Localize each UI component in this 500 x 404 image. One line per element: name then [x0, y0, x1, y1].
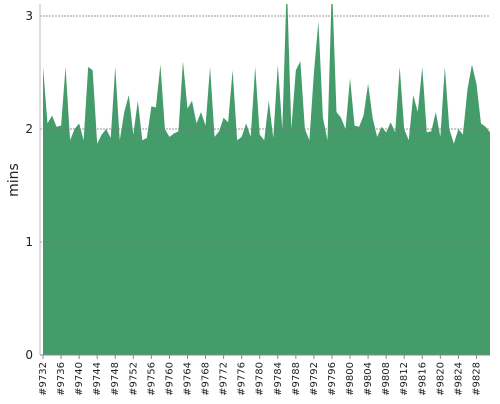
x-tick-label: #9732 [38, 362, 49, 396]
y-axis-title: mins [6, 163, 22, 197]
x-tick-label: #9816 [417, 362, 428, 396]
y-tick-label: 1 [25, 235, 33, 249]
x-tick-label: #9760 [164, 362, 175, 396]
y-tick-label: 2 [25, 122, 33, 136]
x-tick-label: #9796 [327, 362, 338, 396]
x-tick-label: #9792 [309, 362, 320, 396]
x-tick-label: #9788 [291, 362, 302, 396]
x-tick-label: #9748 [110, 362, 121, 396]
x-tick-label: #9744 [92, 362, 103, 396]
x-tick-label: #9768 [201, 362, 212, 396]
x-tick-label: #9740 [74, 362, 85, 396]
x-tick-label: #9780 [255, 362, 266, 396]
x-tick-label: #9820 [435, 362, 446, 396]
x-tick-label: #9772 [219, 362, 230, 396]
x-tick-label: #9800 [345, 362, 356, 396]
x-tick-label: #9764 [182, 362, 193, 396]
x-tick-label: #9828 [471, 362, 482, 396]
x-tick-label: #9736 [56, 362, 67, 396]
area [43, 4, 490, 355]
y-tick-label: 0 [25, 348, 33, 362]
x-tick-label: #9824 [453, 362, 464, 396]
y-tick-label: 3 [25, 9, 33, 23]
x-tick-label: #9812 [399, 362, 410, 396]
x-tick-label: #9804 [363, 362, 374, 396]
x-tick-label: #9756 [146, 362, 157, 396]
x-tick-label: #9784 [273, 362, 284, 396]
x-tick-label: #9752 [128, 362, 139, 396]
x-tick-label: #9808 [381, 362, 392, 396]
x-tick-label: #9776 [237, 362, 248, 396]
